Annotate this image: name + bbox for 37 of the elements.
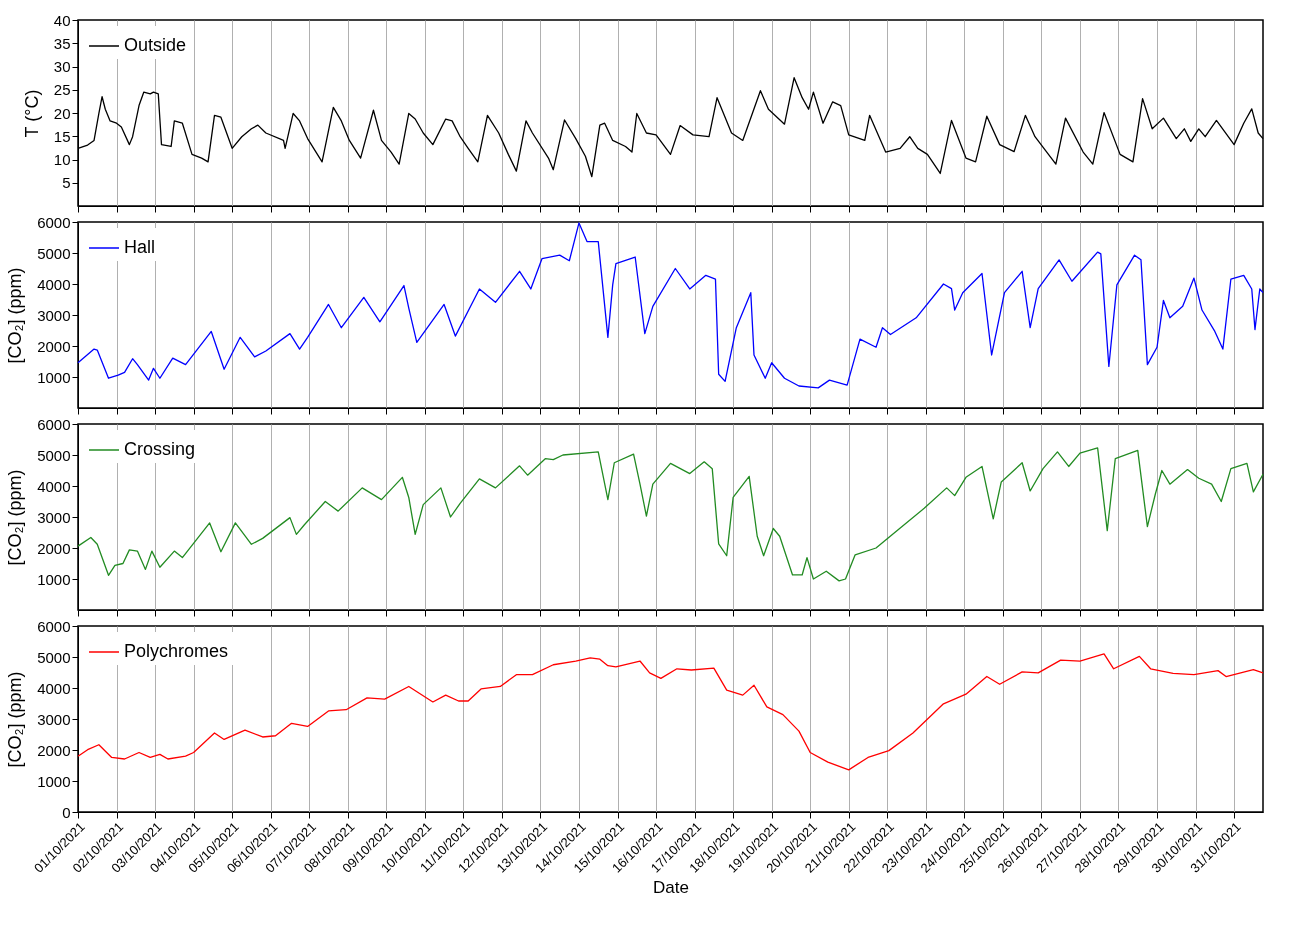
y-tick-label: 40 xyxy=(53,11,71,29)
y-tick-label: 1000 xyxy=(37,772,71,790)
y-tick-label: 30 xyxy=(53,58,71,75)
y-tick-label: 3000 xyxy=(37,508,71,526)
y-tick-label: 4000 xyxy=(37,679,71,697)
y-tick-label: 25 xyxy=(53,81,71,99)
y-axis-title: [CO₂] (ppm) xyxy=(5,469,26,566)
y-tick-label: 5000 xyxy=(37,446,71,464)
legend-label: Outside xyxy=(124,35,187,55)
y-tick-label: 2000 xyxy=(37,741,71,759)
y-axis-title: [CO₂] (ppm) xyxy=(5,267,26,364)
y-tick-label: 5000 xyxy=(37,648,71,666)
y-axis-title: [CO₂] (ppm) xyxy=(5,671,26,768)
y-tick-label: 2000 xyxy=(37,337,71,355)
y-tick-label: 6000 xyxy=(37,617,71,635)
y-tick-label: 3000 xyxy=(37,710,71,728)
legend-label: Hall xyxy=(124,237,156,257)
y-tick-label: 2000 xyxy=(37,539,71,557)
legend-label: Polychromes xyxy=(124,641,229,661)
y-axis-title: T (°C) xyxy=(21,89,42,138)
y-tick-label: 6000 xyxy=(37,415,71,433)
y-tick-label: 35 xyxy=(53,34,71,52)
y-tick-label: 5 xyxy=(62,174,71,192)
y-tick-label: 0 xyxy=(62,803,71,821)
y-tick-label: 6000 xyxy=(37,213,71,231)
line-series xyxy=(77,222,1264,389)
y-tick-label: 5000 xyxy=(37,244,71,262)
y-tick-label: 4000 xyxy=(37,275,71,293)
y-tick-label: 20 xyxy=(53,104,71,122)
legend-label: Crossing xyxy=(124,439,196,459)
y-tick-label: 3000 xyxy=(37,306,71,324)
y-tick-label: 1000 xyxy=(37,368,71,386)
y-tick-label: 15 xyxy=(53,127,71,145)
y-tick-label: 10 xyxy=(53,151,71,168)
y-tick-label: 4000 xyxy=(37,477,71,495)
x-axis-title: Date xyxy=(653,877,689,897)
y-tick-label: 1000 xyxy=(37,570,71,588)
